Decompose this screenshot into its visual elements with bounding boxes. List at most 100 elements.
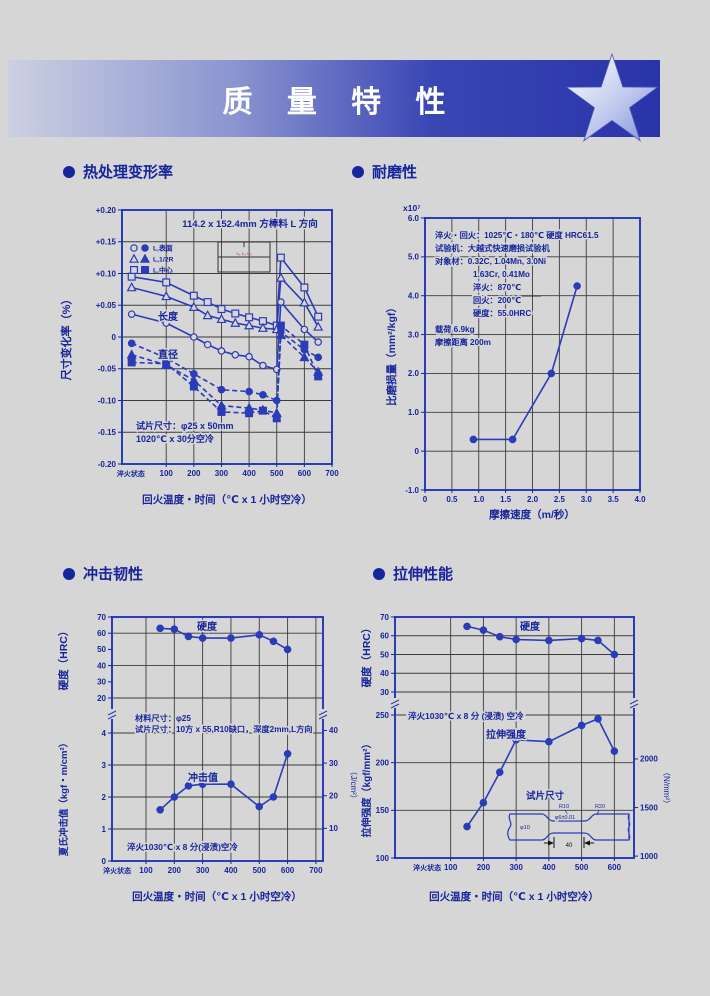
tensile-chart: 70 60 50 40 30 250 200 150 100 2000 1500 1000 淬火状态 10…	[358, 600, 680, 920]
svg-text:70: 70	[380, 613, 389, 622]
svg-text:1.0: 1.0	[408, 408, 420, 417]
svg-text:70: 70	[97, 613, 106, 622]
bullet-icon	[352, 165, 364, 178]
svg-text:114.2 x 152.4mm 方棒料 L 方向: 114.2 x 152.4mm 方棒料 L 方向	[182, 218, 318, 230]
svg-text:60: 60	[380, 632, 389, 641]
impact-chart: 70 60 50 40 30 20 4 3 2 1 0 40 30 20 10 淬火状态 100 200 300 40…	[55, 600, 360, 920]
svg-text:硬度（HRC）: 硬度（HRC）	[57, 626, 70, 691]
svg-text:100: 100	[160, 469, 174, 478]
svg-text:600: 600	[608, 863, 622, 872]
svg-text:+0.15: +0.15	[96, 238, 117, 247]
svg-text:x10⁷: x10⁷	[403, 203, 421, 213]
svg-text:淬火状态: 淬火状态	[117, 469, 145, 478]
svg-text:60: 60	[97, 629, 106, 638]
svg-text:L₁ L₂ L₃: L₁ L₂ L₃	[236, 251, 251, 256]
svg-text:500: 500	[253, 866, 267, 875]
section-title: 耐磨性	[372, 164, 418, 181]
svg-text:-0.05: -0.05	[98, 365, 117, 374]
svg-text:100: 100	[376, 854, 390, 863]
svg-text:摩擦距离 200m: 摩擦距离 200m	[434, 337, 491, 347]
svg-text:回火温度・时间（℃ x 1 小时空冷）: 回火温度・时间（℃ x 1 小时空冷）	[142, 493, 312, 506]
svg-text:2000: 2000	[640, 755, 658, 764]
svg-text:4.0: 4.0	[408, 292, 420, 301]
svg-text:对象材：0.32C, 1.04Mn, 3.0Ni: 对象材：0.32C, 1.04Mn, 3.0Ni	[435, 256, 546, 266]
svg-text:40: 40	[380, 669, 389, 678]
svg-text:600: 600	[281, 866, 295, 875]
svg-text:500: 500	[575, 863, 589, 872]
svg-text:1: 1	[102, 825, 107, 834]
svg-text:4: 4	[102, 729, 107, 738]
svg-text:400: 400	[224, 866, 238, 875]
svg-text:+0.10: +0.10	[96, 269, 117, 278]
section-title: 热处理变形率	[83, 164, 174, 181]
svg-text:长度: 长度	[158, 310, 179, 323]
svg-text:2.0: 2.0	[408, 369, 420, 378]
wear-chart: 6.0 5.0 4.0 3.0 2.0 1.0 0 -1.0 0 0.5 1.0 1.5 2.0 2.5 3…	[385, 196, 690, 531]
svg-text:4.0: 4.0	[634, 495, 646, 504]
svg-text:30: 30	[329, 759, 338, 768]
svg-text:φ10: φ10	[520, 825, 530, 831]
svg-text:300: 300	[509, 863, 523, 872]
svg-text:L,表面: L,表面	[153, 244, 173, 253]
svg-text:L,中心: L,中心	[153, 266, 173, 275]
svg-text:-0.15: -0.15	[98, 428, 117, 437]
svg-text:1.0: 1.0	[473, 495, 485, 504]
svg-text:30: 30	[97, 678, 106, 687]
svg-text:淬火状态: 淬火状态	[413, 863, 441, 872]
svg-text:2.0: 2.0	[527, 495, 539, 504]
svg-text:50: 50	[380, 650, 389, 659]
svg-text:淬火状态: 淬火状态	[103, 866, 131, 875]
section-tensile: 拉伸性能	[373, 563, 453, 584]
svg-text:回火：200℃: 回火：200℃	[473, 296, 521, 305]
svg-text:1.63Cr, 0.41Mo: 1.63Cr, 0.41Mo	[473, 270, 530, 279]
section-title: 冲击韧性	[83, 566, 144, 583]
svg-text:淬火1030℃ x 8 分(浸渍)空冷: 淬火1030℃ x 8 分(浸渍)空冷	[127, 842, 238, 852]
svg-text:600: 600	[298, 469, 312, 478]
svg-text:φ6±0.01: φ6±0.01	[555, 815, 575, 821]
section-impact: 冲击韧性	[63, 563, 143, 584]
svg-text:淬火1030℃ x 8 分 (浸渍) 空冷: 淬火1030℃ x 8 分 (浸渍) 空冷	[408, 711, 524, 721]
svg-text:5.0: 5.0	[408, 253, 420, 262]
svg-text:R20: R20	[595, 804, 605, 810]
svg-text:+0.20: +0.20	[96, 206, 117, 215]
svg-text:试片尺寸：10方 x 55,R10缺口，深度2mm,L方向: 试片尺寸：10方 x 55,R10缺口，深度2mm,L方向	[135, 724, 312, 734]
svg-text:10: 10	[329, 824, 338, 833]
svg-text:40: 40	[329, 726, 338, 735]
svg-text:700: 700	[309, 866, 323, 875]
svg-text:20: 20	[97, 694, 106, 703]
svg-text:淬火・回火：1025℃・180℃ 硬度 HRC61.5: 淬火・回火：1025℃・180℃ 硬度 HRC61.5	[435, 230, 599, 240]
svg-text:1500: 1500	[640, 803, 658, 812]
svg-text:300: 300	[215, 469, 229, 478]
svg-text:200: 200	[187, 469, 201, 478]
svg-text:1000: 1000	[640, 852, 658, 861]
deformation-chart: +0.20 +0.15 +0.10 +0.05 0 -0.05 -0.10 -0.15 -0.2…	[58, 196, 358, 521]
svg-text:200: 200	[376, 758, 390, 767]
svg-text:400: 400	[242, 469, 256, 478]
svg-text:比磨损量（mm²/kgf）: 比磨损量（mm²/kgf）	[385, 302, 398, 406]
svg-text:硬度（HRC）: 硬度（HRC）	[360, 623, 373, 688]
page-title: 质 量 特 性	[222, 85, 459, 119]
bullet-icon	[63, 165, 75, 178]
svg-text:3: 3	[102, 761, 107, 770]
svg-text:200: 200	[477, 863, 491, 872]
svg-text:500: 500	[270, 469, 284, 478]
svg-text:3.5: 3.5	[608, 495, 620, 504]
svg-text:0: 0	[102, 857, 107, 866]
svg-text:拉伸强度: 拉伸强度	[486, 728, 527, 741]
svg-text:L,1/2R: L,1/2R	[153, 257, 173, 264]
svg-text:-0.10: -0.10	[98, 396, 117, 405]
svg-text:3.0: 3.0	[408, 330, 420, 339]
svg-text:尺寸变化率（%）: 尺寸变化率（%）	[59, 294, 73, 381]
svg-text:（N/mm²）: （N/mm²）	[662, 768, 671, 808]
svg-text:700: 700	[325, 469, 339, 478]
svg-text:载荷 6.9kg: 载荷 6.9kg	[435, 324, 475, 334]
svg-text:0: 0	[423, 495, 428, 504]
svg-text:2: 2	[102, 793, 107, 802]
svg-text:150: 150	[376, 806, 390, 815]
svg-text:250: 250	[376, 711, 390, 720]
svg-text:摩擦速度（m/秒）: 摩擦速度（m/秒）	[489, 508, 575, 521]
svg-text:硬度：55.0HRC: 硬度：55.0HRC	[473, 308, 531, 318]
svg-text:直径: 直径	[158, 348, 178, 361]
